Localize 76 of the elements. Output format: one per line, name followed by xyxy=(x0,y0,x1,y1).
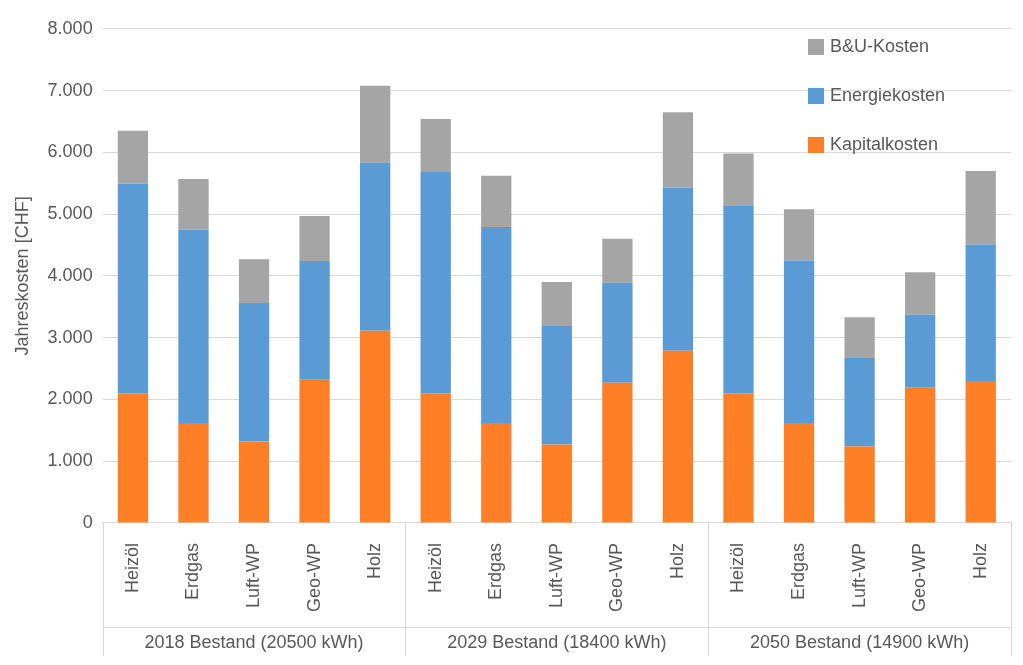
y-tick-label: 0 xyxy=(82,511,93,532)
bar xyxy=(238,259,270,304)
bar xyxy=(602,282,633,383)
bar xyxy=(965,244,996,381)
x-tick-label: Heizöl xyxy=(121,542,142,594)
y-tick-label: 7.000 xyxy=(47,79,93,100)
bar xyxy=(178,229,209,423)
bar xyxy=(783,422,815,523)
x-tick-label: Geo-WP xyxy=(303,542,324,612)
x-tick-label: Heizöl xyxy=(424,542,445,594)
bar xyxy=(844,317,875,359)
bar xyxy=(965,170,996,245)
y-tick-label: 3.000 xyxy=(47,326,93,347)
bar xyxy=(420,172,451,394)
x-tick-label: Holz xyxy=(364,542,385,579)
bar xyxy=(783,209,815,261)
x-tick-label: Luft-WP xyxy=(243,542,264,608)
bar xyxy=(420,393,451,523)
bar xyxy=(360,330,391,523)
bar xyxy=(299,261,330,380)
bar xyxy=(117,130,149,184)
bar xyxy=(905,314,936,388)
x-tick-label: Erdgas xyxy=(485,542,506,601)
bar xyxy=(783,260,815,423)
bar xyxy=(238,441,270,523)
legend-label: Kapitalkosten xyxy=(829,134,938,155)
bar xyxy=(844,358,875,447)
bar xyxy=(602,382,633,523)
x-tick-label: Erdgas xyxy=(182,542,203,601)
bar xyxy=(481,422,512,523)
x-tick-label: Heizöl xyxy=(727,542,748,594)
bar xyxy=(360,85,391,163)
bar xyxy=(117,393,149,523)
text: 2029 Bestand (18400 kWh) xyxy=(447,631,667,652)
bar xyxy=(541,444,572,523)
bar xyxy=(299,215,330,262)
bar xyxy=(905,272,936,315)
y-tick-label: 1.000 xyxy=(47,450,93,471)
bar xyxy=(844,446,875,523)
bar xyxy=(602,238,633,283)
bar xyxy=(965,380,996,523)
x-tick-label: Holz xyxy=(666,542,687,579)
bar xyxy=(420,118,451,173)
bar xyxy=(662,112,694,188)
bar xyxy=(178,422,209,523)
bar xyxy=(178,178,209,230)
text: 2018 Bestand (20500 kWh) xyxy=(144,631,364,652)
bar xyxy=(723,393,754,523)
text: 2050 Bestand (14900 kWh) xyxy=(750,631,970,652)
bar xyxy=(723,206,754,394)
bar xyxy=(481,227,512,423)
x-tick-label: Holz xyxy=(969,542,990,579)
x-tick-label: Erdgas xyxy=(788,542,809,601)
y-tick-label: 8.000 xyxy=(47,17,93,38)
y-tick-label: 2.000 xyxy=(47,388,93,409)
bar xyxy=(360,162,391,331)
x-tick-label: Luft-WP xyxy=(545,542,566,608)
bar xyxy=(117,183,149,394)
bar xyxy=(541,282,572,326)
bar xyxy=(299,379,330,523)
legend-label: B&U-Kosten xyxy=(829,36,929,57)
y-tick-label: 6.000 xyxy=(47,141,93,162)
bar xyxy=(662,350,694,523)
y-tick-label: 4.000 xyxy=(47,264,93,285)
bar xyxy=(481,175,512,228)
bar xyxy=(662,187,694,351)
x-tick-label: Geo-WP xyxy=(606,542,627,612)
legend-label: Energiekosten xyxy=(829,85,945,106)
bar xyxy=(723,153,754,207)
x-tick-label: Geo-WP xyxy=(909,542,930,612)
x-tick-label: Luft-WP xyxy=(848,542,869,608)
bar xyxy=(541,325,572,445)
bar xyxy=(905,387,936,523)
y-tick-label: 5.000 xyxy=(47,203,93,224)
bar xyxy=(238,303,270,442)
y-axis-title: Jahreskosten [CHF] xyxy=(11,196,32,356)
